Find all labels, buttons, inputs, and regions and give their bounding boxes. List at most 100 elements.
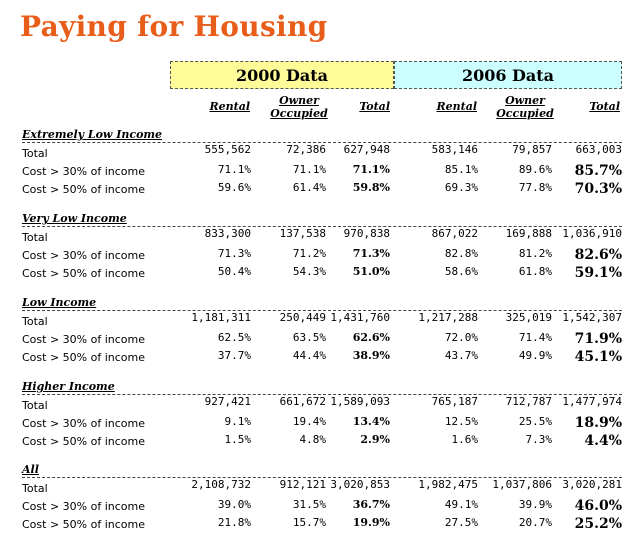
table-cell: 1,181,311 [191, 311, 251, 324]
section-divider [22, 477, 622, 478]
row-label: Cost > 50% of income [22, 351, 145, 364]
col-header-rental-2000: Rental [209, 100, 250, 113]
row-label: Cost > 30% of income [22, 500, 145, 513]
table-cell: 867,022 [431, 227, 478, 240]
col-header-owner-line2: Occupied [496, 107, 554, 120]
table-cell: 1,542,307 [562, 311, 622, 324]
table-cell: 59.1% [574, 265, 622, 281]
table-cell: 39.0% [217, 498, 251, 511]
table-cell: 54.3% [292, 265, 326, 278]
section-title: Higher Income [22, 380, 115, 393]
section-title: Very Low Income [22, 212, 127, 225]
table-cell: 49.9% [518, 349, 552, 362]
table-cell: 137,538 [279, 227, 326, 240]
table-cell: 27.5% [444, 516, 478, 529]
section-divider [22, 394, 622, 395]
table-cell: 250,449 [279, 311, 326, 324]
table-cell: 59.8% [352, 181, 390, 194]
col-header-owner-2000: Owner Occupied [264, 94, 334, 120]
table-cell: 3,020,281 [562, 478, 622, 491]
table-cell: 2,108,732 [191, 478, 251, 491]
table-cell: 82.6% [574, 247, 622, 263]
table-cell: 36.7% [352, 498, 390, 511]
table-cell: 39.9% [518, 498, 552, 511]
row-label: Cost > 50% of income [22, 183, 145, 196]
table-cell: 2.9% [360, 433, 390, 446]
table-cell: 927,421 [204, 395, 251, 408]
table-cell: 25.2% [574, 516, 622, 532]
table-cell: 85.1% [444, 163, 478, 176]
row-label: Cost > 30% of income [22, 417, 145, 430]
table-cell: 1.5% [224, 433, 252, 446]
table-cell: 49.1% [444, 498, 478, 511]
col-header-total-2000: Total [359, 100, 390, 113]
table-cell: 833,300 [204, 227, 251, 240]
table-cell: 1,982,475 [418, 478, 478, 491]
section-divider [22, 310, 622, 311]
table-cell: 71.1% [217, 163, 251, 176]
section-title: Extremely Low Income [22, 128, 163, 141]
table-cell: 71.4% [518, 331, 552, 344]
col-header-owner-2006: Owner Occupied [490, 94, 560, 120]
section-divider [22, 142, 622, 143]
header-2000-data: 2000 Data [170, 61, 394, 89]
row-label: Cost > 30% of income [22, 249, 145, 262]
table-cell: 79,857 [512, 143, 552, 156]
table-cell: 61.8% [518, 265, 552, 278]
row-label: Total [22, 315, 48, 328]
page-title: Paying for Housing [20, 10, 328, 43]
table-cell: 71.1% [292, 163, 326, 176]
table-cell: 7.3% [525, 433, 553, 446]
table-cell: 71.9% [574, 331, 622, 347]
table-cell: 51.0% [352, 265, 390, 278]
table-cell: 19.4% [292, 415, 326, 428]
row-label: Total [22, 231, 48, 244]
row-label: Total [22, 482, 48, 495]
col-header-owner-line1: Owner [505, 94, 545, 107]
table-cell: 45.1% [574, 349, 622, 365]
table-cell: 43.7% [444, 349, 478, 362]
table-cell: 15.7% [292, 516, 326, 529]
table-cell: 46.0% [574, 498, 622, 514]
table-cell: 1.6% [451, 433, 479, 446]
table-cell: 555,562 [204, 143, 251, 156]
row-label: Total [22, 147, 48, 160]
table-cell: 37.7% [217, 349, 251, 362]
table-cell: 583,146 [431, 143, 478, 156]
table-cell: 1,217,288 [418, 311, 478, 324]
table-cell: 19.9% [352, 516, 390, 529]
table-cell: 9.1% [224, 415, 252, 428]
table-cell: 77.8% [518, 181, 552, 194]
table-cell: 663,003 [575, 143, 622, 156]
table-cell: 12.5% [444, 415, 478, 428]
row-label: Cost > 50% of income [22, 518, 145, 531]
table-cell: 62.5% [217, 331, 251, 344]
table-cell: 4.8% [299, 433, 327, 446]
table-cell: 59.6% [217, 181, 251, 194]
table-cell: 25.5% [518, 415, 552, 428]
table-cell: 1,431,760 [330, 311, 390, 324]
table-cell: 71.3% [352, 247, 390, 260]
section-title: All [22, 463, 39, 476]
table-cell: 72.0% [444, 331, 478, 344]
row-label: Total [22, 399, 48, 412]
table-cell: 89.6% [518, 163, 552, 176]
table-cell: 3,020,853 [330, 478, 390, 491]
table-cell: 71.1% [352, 163, 390, 176]
table-cell: 765,187 [431, 395, 478, 408]
header-2006-data: 2006 Data [394, 61, 622, 89]
table-cell: 85.7% [574, 163, 622, 179]
col-header-owner-line1: Owner [279, 94, 319, 107]
table-cell: 912,121 [279, 478, 326, 491]
table-cell: 325,019 [505, 311, 552, 324]
table-cell: 20.7% [518, 516, 552, 529]
table-cell: 31.5% [292, 498, 326, 511]
table-cell: 61.4% [292, 181, 326, 194]
col-header-rental-2006: Rental [436, 100, 477, 113]
table-cell: 70.3% [574, 181, 622, 197]
table-cell: 627,948 [343, 143, 390, 156]
table-cell: 50.4% [217, 265, 251, 278]
col-header-owner-line2: Occupied [270, 107, 328, 120]
table-cell: 38.9% [352, 349, 390, 362]
table-cell: 18.9% [574, 415, 622, 431]
